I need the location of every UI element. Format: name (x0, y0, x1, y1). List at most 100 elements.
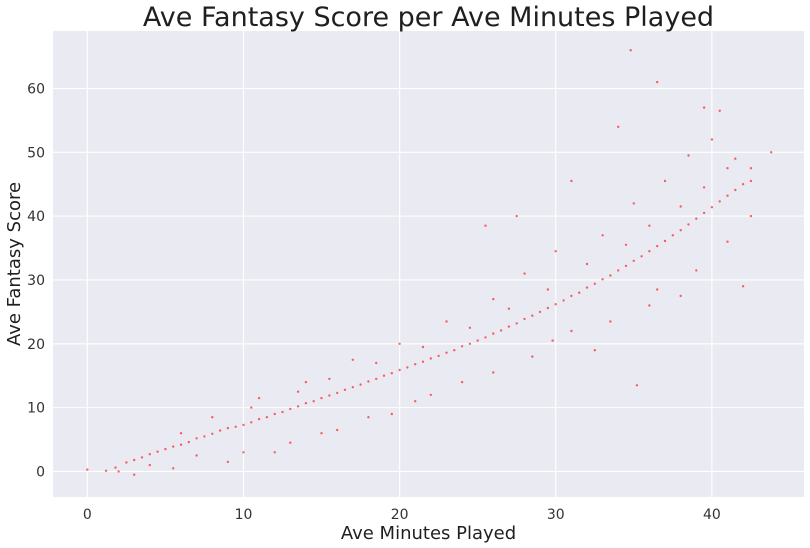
data-point (461, 345, 463, 347)
x-tick-label: 10 (235, 507, 253, 523)
data-point (633, 202, 635, 204)
data-point (352, 386, 354, 388)
data-point (469, 327, 471, 329)
data-point (523, 272, 525, 274)
data-point (547, 307, 549, 309)
data-point (594, 283, 596, 285)
data-point (328, 394, 330, 396)
data-point (227, 461, 229, 463)
data-point (414, 363, 416, 365)
data-point (453, 349, 455, 351)
data-point (133, 459, 135, 461)
data-point (680, 229, 682, 231)
x-tick-label: 0 (83, 507, 92, 523)
data-point (531, 315, 533, 317)
data-point (305, 381, 307, 383)
data-point (105, 470, 107, 472)
data-point (117, 470, 119, 472)
data-point (391, 413, 393, 415)
data-point (266, 416, 268, 418)
data-point (320, 397, 322, 399)
data-point (531, 355, 533, 357)
data-point (750, 215, 752, 217)
data-point (86, 468, 88, 470)
data-point (547, 288, 549, 290)
data-point (742, 183, 744, 185)
data-point (726, 167, 728, 169)
y-axis-label: Ave Fantasy Score (4, 182, 25, 346)
data-point (570, 295, 572, 297)
chart-title: Ave Fantasy Score per Ave Minutes Played (143, 2, 714, 33)
data-point (274, 413, 276, 415)
data-point (430, 394, 432, 396)
data-point (500, 329, 502, 331)
data-point (114, 466, 116, 468)
data-point (180, 444, 182, 446)
data-point (414, 400, 416, 402)
y-tick-label: 10 (27, 401, 45, 417)
data-point (274, 451, 276, 453)
data-point (289, 442, 291, 444)
data-point (235, 426, 237, 428)
data-point (344, 389, 346, 391)
data-point (555, 250, 557, 252)
data-point (726, 195, 728, 197)
data-point (703, 106, 705, 108)
data-point (336, 429, 338, 431)
data-point (617, 269, 619, 271)
data-point (539, 311, 541, 313)
data-point (695, 218, 697, 220)
data-point (195, 454, 197, 456)
data-point (711, 138, 713, 140)
data-point (172, 467, 174, 469)
data-point (328, 378, 330, 380)
data-point (422, 346, 424, 348)
data-point (406, 366, 408, 368)
data-point (461, 381, 463, 383)
data-point (656, 245, 658, 247)
data-point (469, 343, 471, 345)
data-point (719, 200, 721, 202)
y-tick-label: 20 (27, 337, 45, 353)
data-point (352, 359, 354, 361)
data-point (149, 453, 151, 455)
data-point (141, 456, 143, 458)
data-point (648, 304, 650, 306)
data-point (508, 308, 510, 310)
data-point (375, 362, 377, 364)
data-point (523, 318, 525, 320)
data-point (289, 408, 291, 410)
data-point (703, 212, 705, 214)
plot-area (53, 31, 804, 497)
data-point (445, 352, 447, 354)
data-point (656, 288, 658, 290)
data-point (648, 225, 650, 227)
data-point (672, 234, 674, 236)
data-point (640, 255, 642, 257)
x-axis-label: Ave Minutes Played (341, 523, 516, 544)
data-point (297, 391, 299, 393)
data-point (227, 427, 229, 429)
data-point (195, 437, 197, 439)
data-point (188, 441, 190, 443)
data-point (570, 180, 572, 182)
data-point (367, 416, 369, 418)
data-point (516, 322, 518, 324)
data-point (437, 355, 439, 357)
data-point (336, 392, 338, 394)
y-tick-label: 30 (27, 273, 45, 289)
y-tick-label: 0 (36, 464, 45, 480)
data-point (211, 433, 213, 435)
data-point (703, 186, 705, 188)
data-point (398, 343, 400, 345)
data-point (508, 325, 510, 327)
data-point (726, 241, 728, 243)
data-point (430, 357, 432, 359)
x-tick-label: 40 (703, 507, 721, 523)
data-point (297, 405, 299, 407)
data-point (609, 320, 611, 322)
data-point (367, 380, 369, 382)
data-point (625, 265, 627, 267)
data-point (578, 292, 580, 294)
data-point (551, 339, 553, 341)
